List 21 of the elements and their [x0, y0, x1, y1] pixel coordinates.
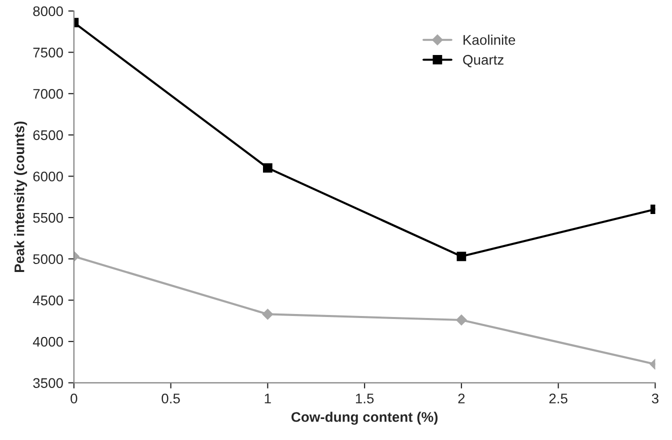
x-tick-label: 1 — [264, 394, 271, 404]
y-tick-label: 4500 — [32, 296, 63, 306]
y-tick-label: 6000 — [33, 172, 63, 182]
legend-label: Kaolinite — [464, 34, 516, 45]
x-tick-label: 2.5 — [549, 394, 568, 404]
x-tick-label: 1.5 — [356, 394, 374, 404]
legend-label: Quartz — [463, 54, 504, 68]
y-tick-label: 7000 — [33, 88, 63, 99]
x-tick-label: 3 — [652, 394, 658, 404]
y-tick-label: 7500 — [33, 48, 63, 58]
y-tick-label: 6500 — [33, 130, 63, 140]
y-tick-label: 5000 — [33, 254, 63, 264]
y-tick-label: 5500 — [33, 212, 63, 223]
x-tick-label: 0.5 — [162, 394, 180, 404]
y-tick-label: 4000 — [32, 336, 63, 347]
y-axis-title: Peak intensity (counts) — [14, 122, 28, 272]
y-tick-label: 3500 — [33, 378, 63, 388]
x-tick-label: 2 — [458, 394, 465, 404]
x-axis-title: Cow-dung content (%) — [291, 412, 438, 425]
y-tick-label: 8000 — [33, 6, 63, 16]
x-tick-label: 0 — [70, 394, 78, 404]
